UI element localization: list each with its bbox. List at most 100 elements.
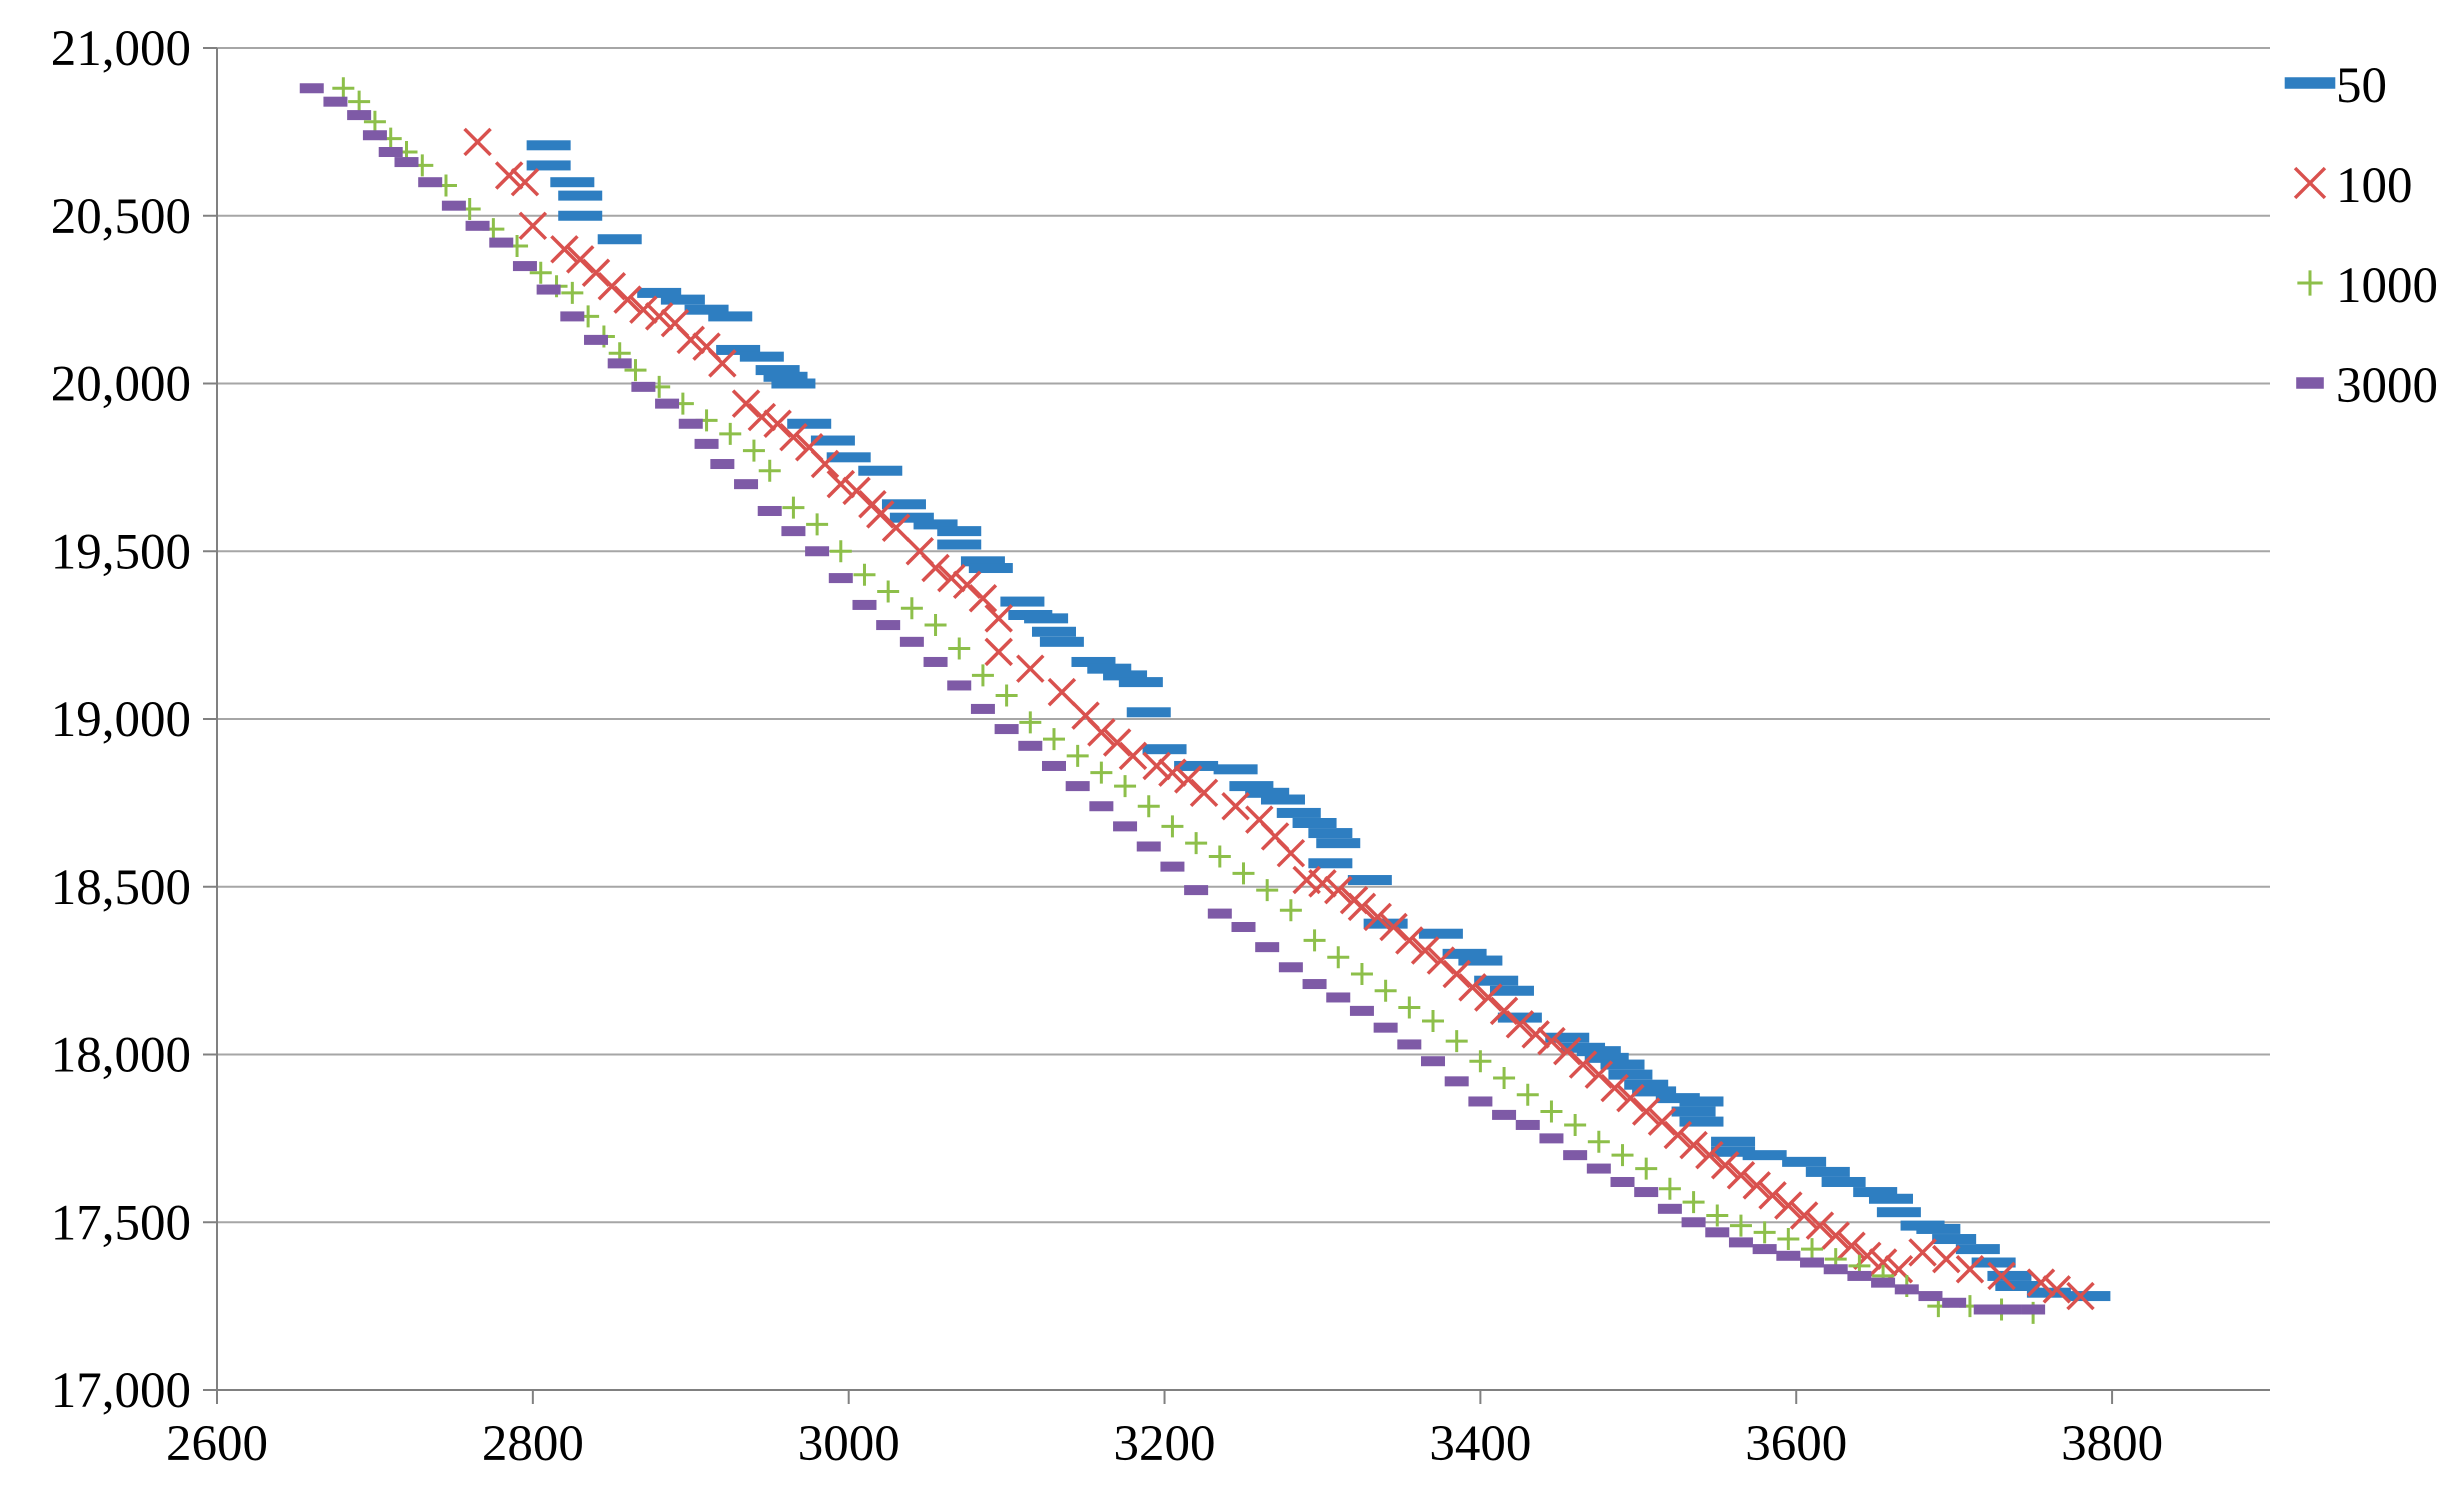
point-50-82 <box>1995 1280 2040 1291</box>
point-100-65 <box>1568 1050 1598 1079</box>
point-3000-42 <box>1255 942 1280 953</box>
point-1000-12 <box>561 281 584 304</box>
point-100-27 <box>921 553 950 583</box>
point-50-47 <box>1347 875 1392 886</box>
point-50-29 <box>1031 626 1076 637</box>
point-3000-65 <box>1800 1257 1825 1268</box>
point-1000-59 <box>1635 1157 1658 1180</box>
point-100-42 <box>1189 778 1219 808</box>
point-100-71 <box>1663 1120 1693 1150</box>
point-3000-68 <box>1871 1277 1896 1288</box>
legend: 50 100 1000 3000 <box>2284 58 2438 414</box>
point-1000-49 <box>1398 996 1421 1019</box>
point-3000-1 <box>323 96 348 107</box>
point-50-79 <box>1955 1244 2000 1255</box>
point-100-25 <box>881 513 911 543</box>
point-50-67 <box>1711 1136 1756 1147</box>
point-50-31 <box>1071 656 1116 667</box>
point-50-32 <box>1087 663 1132 674</box>
point-100-78 <box>1774 1191 1803 1220</box>
point-3000-6 <box>418 177 443 188</box>
point-100-54 <box>1395 926 1424 955</box>
point-1000-62 <box>1706 1204 1729 1227</box>
point-100-79 <box>1789 1201 1819 1230</box>
point-1000-57 <box>1587 1130 1610 1153</box>
point-100-69 <box>1631 1097 1661 1126</box>
point-50-58 <box>1584 1052 1629 1063</box>
legend-label-50: 50 <box>2336 58 2387 114</box>
point-50-13 <box>763 371 808 382</box>
point-3000-58 <box>1634 1187 1659 1198</box>
point-1000-41 <box>1208 845 1231 868</box>
point-100-91 <box>2042 1275 2072 1304</box>
point-1000-0 <box>332 77 355 100</box>
point-50-60 <box>1608 1069 1653 1080</box>
point-50-69 <box>1742 1150 1787 1161</box>
point-3000-10 <box>512 261 537 272</box>
point-3000-40 <box>1207 908 1232 919</box>
point-3000-28 <box>923 656 948 667</box>
point-1000-61 <box>1682 1191 1705 1214</box>
point-3000-36 <box>1113 821 1138 832</box>
point-100-89 <box>1987 1261 2016 1291</box>
point-1000-50 <box>1422 1009 1445 1032</box>
point-100-62 <box>1521 1020 1550 1049</box>
point-1000-23 <box>782 496 805 519</box>
point-100-8 <box>613 285 642 314</box>
point-1000-48 <box>1374 979 1397 1002</box>
point-3000-2 <box>347 110 372 121</box>
series-50 <box>526 140 2111 1302</box>
point-1000-26 <box>853 563 876 586</box>
point-100-30 <box>968 583 998 613</box>
point-50-19 <box>881 499 926 510</box>
point-50-63 <box>1655 1093 1700 1104</box>
point-50-28 <box>1024 613 1069 624</box>
point-50-17 <box>826 452 871 463</box>
point-100-63 <box>1537 1026 1566 1056</box>
point-50-81 <box>1987 1270 2032 1281</box>
point-1000-32 <box>995 684 1018 707</box>
point-3000-51 <box>1468 1096 1493 1107</box>
point-50-18 <box>858 465 903 476</box>
point-1000-63 <box>1729 1214 1752 1237</box>
point-100-76 <box>1742 1171 1771 1200</box>
point-50-70 <box>1782 1156 1827 1167</box>
point-1000-22 <box>758 459 781 482</box>
point-3000-24 <box>828 573 853 584</box>
point-3000-60 <box>1681 1217 1706 1228</box>
y-tick-label-6: 20,000 <box>51 357 191 413</box>
point-100-12 <box>676 325 706 355</box>
legend-marker-1000 <box>2297 270 2323 296</box>
point-50-74 <box>1868 1193 1913 1204</box>
point-50-55 <box>1545 1032 1590 1043</box>
point-3000-45 <box>1326 992 1351 1003</box>
point-50-53 <box>1489 985 1534 996</box>
point-100-32 <box>984 637 1013 667</box>
x-tick-label-3: 3200 <box>1114 1416 1216 1472</box>
point-3000-74 <box>2021 1304 2046 1315</box>
point-1000-44 <box>1279 899 1302 922</box>
legend-marker-50 <box>2284 77 2336 89</box>
point-1000-20 <box>719 422 742 445</box>
point-50-62 <box>1632 1086 1677 1097</box>
point-50-11 <box>739 351 784 362</box>
y-tick-label-4: 19,000 <box>51 692 191 748</box>
point-3000-66 <box>1823 1264 1848 1275</box>
point-50-34 <box>1118 677 1163 688</box>
x-tick-label-0: 2600 <box>166 1416 268 1472</box>
point-100-46 <box>1276 838 1306 868</box>
point-100-0 <box>463 127 492 157</box>
axes <box>203 47 2270 1404</box>
point-100-34 <box>1047 677 1077 707</box>
x-tick-label-5: 3600 <box>1745 1416 1847 1472</box>
point-50-30 <box>1039 636 1084 647</box>
point-3000-43 <box>1278 962 1303 973</box>
x-tick-label-2: 3000 <box>798 1416 900 1472</box>
point-50-68 <box>1711 1146 1756 1157</box>
point-50-52 <box>1474 975 1519 986</box>
point-50-84 <box>2066 1291 2111 1302</box>
point-1000-66 <box>1801 1238 1824 1261</box>
point-50-35 <box>1126 707 1171 718</box>
